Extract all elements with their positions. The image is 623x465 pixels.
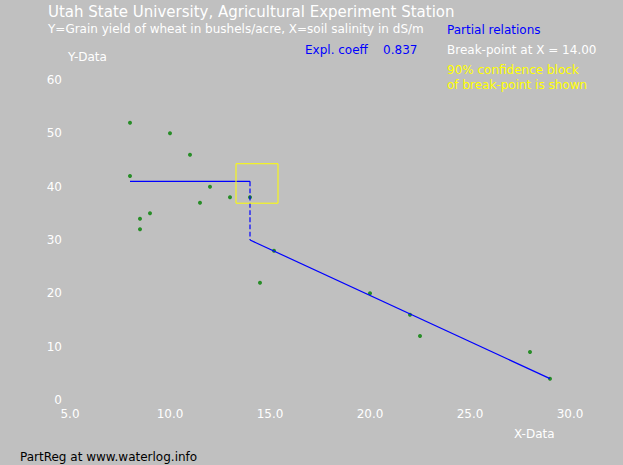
svg-text:Expl. coeff 0.837: Expl. coeff 0.837 [305,43,417,57]
svg-text:Y=Grain yield of wheat in bush: Y=Grain yield of wheat in bushels/acre, … [47,22,424,36]
svg-text:20.0: 20.0 [357,407,384,421]
svg-text:25.0: 25.0 [457,407,484,421]
svg-text:15.0: 15.0 [257,407,284,421]
svg-text:60: 60 [47,73,62,87]
svg-text:X-Data: X-Data [514,427,555,441]
svg-text:Utah State University, Agricul: Utah State University, Agricultural Expe… [48,3,455,21]
svg-text:PartReg at www.waterlog.info: PartReg at www.waterlog.info [20,450,197,464]
svg-text:Break-point at X = 14.00: Break-point at X = 14.00 [447,43,596,57]
svg-text:50: 50 [47,126,62,140]
svg-text:5.0: 5.0 [60,407,79,421]
svg-text:Partial relations: Partial relations [447,23,541,37]
svg-text:20: 20 [47,286,62,300]
svg-text:Y-Data: Y-Data [67,50,107,64]
svg-text:10: 10 [47,340,62,354]
svg-text:90% confidence block: 90% confidence block [447,63,579,77]
svg-text:40: 40 [47,180,62,194]
svg-text:30: 30 [47,233,62,247]
svg-text:10.0: 10.0 [157,407,184,421]
svg-text:0: 0 [54,393,62,407]
svg-text:of break-point is shown: of break-point is shown [447,78,587,92]
svg-text:30.0: 30.0 [557,407,584,421]
